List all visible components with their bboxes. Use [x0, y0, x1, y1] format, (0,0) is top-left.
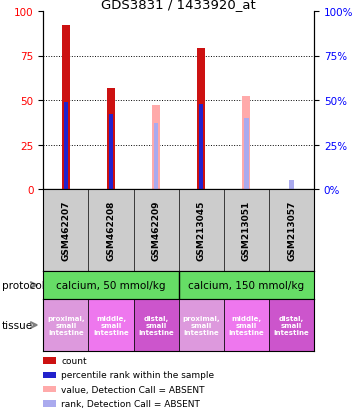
- Bar: [134, 299, 179, 351]
- Bar: [179, 299, 224, 351]
- Bar: [152, 106, 160, 190]
- Text: GSM213051: GSM213051: [242, 200, 251, 261]
- Bar: [269, 299, 314, 351]
- Text: GSM462209: GSM462209: [152, 200, 161, 261]
- Text: GSM213057: GSM213057: [287, 200, 296, 261]
- Bar: [224, 299, 269, 351]
- Bar: [107, 88, 115, 190]
- Bar: [43, 299, 88, 351]
- Bar: [62, 26, 70, 190]
- Bar: [199, 104, 203, 190]
- Bar: [197, 49, 205, 190]
- Text: protocol: protocol: [2, 280, 44, 290]
- Bar: [244, 119, 249, 190]
- Text: tissue: tissue: [2, 320, 33, 330]
- Bar: [154, 124, 158, 190]
- Text: proximal,
small
intestine: proximal, small intestine: [47, 315, 85, 335]
- Text: middle,
small
intestine: middle, small intestine: [229, 315, 264, 335]
- Bar: [109, 115, 113, 190]
- Bar: [88, 299, 134, 351]
- Text: value, Detection Call = ABSENT: value, Detection Call = ABSENT: [61, 385, 205, 394]
- Text: middle,
small
intestine: middle, small intestine: [93, 315, 129, 335]
- Text: GSM462207: GSM462207: [61, 200, 70, 261]
- Text: rank, Detection Call = ABSENT: rank, Detection Call = ABSENT: [61, 399, 200, 408]
- Text: percentile rank within the sample: percentile rank within the sample: [61, 370, 214, 380]
- Text: GSM213045: GSM213045: [197, 200, 206, 261]
- Text: GSM462208: GSM462208: [106, 200, 116, 261]
- Bar: [64, 102, 68, 190]
- Text: calcium, 150 mmol/kg: calcium, 150 mmol/kg: [188, 280, 304, 290]
- Text: distal,
small
intestine: distal, small intestine: [274, 315, 309, 335]
- Text: distal,
small
intestine: distal, small intestine: [138, 315, 174, 335]
- Bar: [242, 97, 251, 190]
- Bar: [289, 180, 294, 190]
- Text: proximal,
small
intestine: proximal, small intestine: [182, 315, 220, 335]
- Text: count: count: [61, 356, 87, 365]
- Title: GDS3831 / 1433920_at: GDS3831 / 1433920_at: [101, 0, 256, 11]
- Text: calcium, 50 mmol/kg: calcium, 50 mmol/kg: [56, 280, 166, 290]
